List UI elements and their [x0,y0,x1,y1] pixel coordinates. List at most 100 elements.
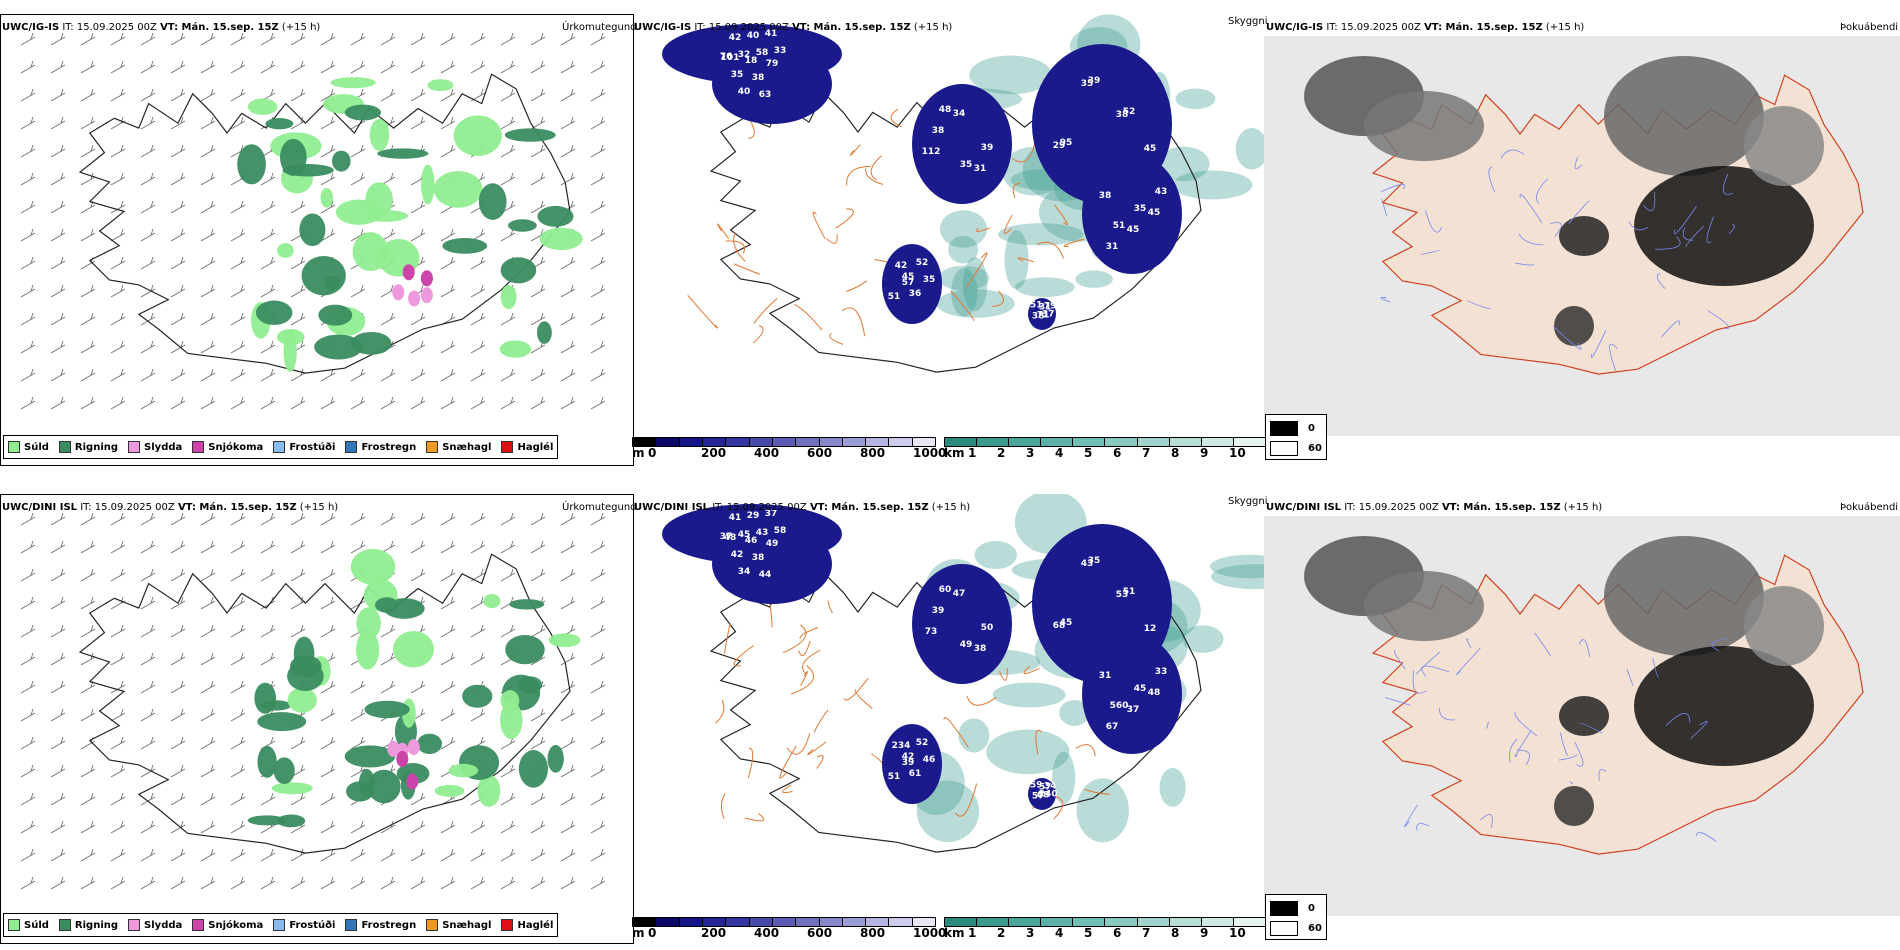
cloudbase-value-label: 57 [1032,791,1045,801]
wind-barb [170,368,186,382]
wind-barb [170,340,186,354]
wind-barb [50,60,66,74]
precip-area [299,213,326,247]
precip-area [367,769,401,804]
road-line [827,600,833,614]
wind-barb [140,312,156,326]
wind-barb [200,708,216,722]
cloudbase-value-label: 38 [752,553,765,563]
legend-label: Slydda [144,919,183,931]
road-line [950,290,975,321]
road-line [1035,729,1042,755]
wind-barb [20,88,36,102]
cloudbase-area [1028,778,1056,810]
wind-barb [170,680,186,694]
wind-barb [380,512,396,526]
wind-barb [530,848,546,862]
wind-barb [470,312,486,326]
wind-barb [560,736,576,750]
wind-barb [50,624,66,638]
cloudbase-value-label: 53 [1116,590,1129,600]
colorbar-segment [1041,918,1074,926]
colorbar-tick-label: 9 [1200,446,1209,460]
wind-barb [110,652,126,666]
wind-barb [530,32,546,46]
colorbar-tick-label: 7 [1142,446,1151,460]
wind-barb [140,540,156,554]
colorbar-tick-label: 7 [1142,926,1151,940]
precip-area [356,629,380,670]
precip-area [287,687,317,713]
wind-barb [590,340,606,354]
wind-barb [320,200,336,214]
wind-barb [140,820,156,834]
wind-barb [500,312,516,326]
wind-barb [200,876,216,890]
road-line [943,717,969,748]
wind-barb [200,624,216,638]
cloudbase-value-label: 95 [1060,138,1073,148]
wind-barb [140,736,156,750]
colorbar-segment [912,438,936,446]
colorbar-tick-label: 200 [701,446,727,460]
wind-barb [350,848,366,862]
wind-barb [290,540,306,554]
visibility-area [939,210,988,248]
wind-barb [50,368,66,382]
river-line [1380,184,1406,193]
river-line [1420,249,1441,255]
cloudbase-value-label: 47 [953,589,966,599]
road-line [747,747,754,778]
panel-title-cloud-row2: UWC/DINI ISL IT: 15.09.2025 00Z VT: Mán.… [634,502,971,513]
cloudbase-value-label: 61 [909,769,922,779]
cloudbase-area [882,724,942,804]
colorbar-segment [1233,438,1265,446]
road-line [870,155,882,181]
legend-swatch [273,919,286,931]
wind-barb [230,652,246,666]
wind-barb [380,32,396,46]
road-line [1054,204,1068,226]
legend-label: Slydda [144,441,183,453]
river-line [1550,222,1562,237]
road-line [800,670,808,686]
wind-barb [170,540,186,554]
wind-barb [110,820,126,834]
wind-barb [50,708,66,722]
wind-barb [230,200,246,214]
wind-barb [350,512,366,526]
colorbar-segment [633,918,657,926]
precip-area [393,631,435,668]
legend-label: Snjókoma [208,441,264,453]
wind-barb [440,32,456,46]
river-line [1574,741,1584,767]
cloudbase-value-label: 240 [1039,789,1058,799]
cloudbase-value-label: 37 [1042,309,1055,319]
wind-barb [410,820,426,834]
road-line [846,280,868,292]
colorbar-tick-label: 0 [648,926,657,940]
wind-barb [50,340,66,354]
wind-barb [50,876,66,890]
cloudbase-value-label: 43 [1155,187,1168,197]
wind-barb [260,624,276,638]
precip-label-row1: Úrkomutegund [562,22,637,33]
wind-barb [20,200,36,214]
legend-item: Snæhagl [426,919,491,931]
river-line [1652,658,1659,678]
river-line [1706,216,1714,243]
cloudbase-value-label: 45 [738,530,751,540]
cloudbase-value-label: 31 [1106,242,1119,252]
legend-label: Snjókoma [208,919,264,931]
precip-area-snow [387,740,400,757]
wind-barb [140,60,156,74]
wind-barb [560,652,576,666]
cloudbase-value-label: 36 [909,289,922,299]
wind-barb [50,144,66,158]
legend-label: Rigning [74,441,119,453]
colorbar-segment [945,918,978,926]
colorbar-segment [702,918,727,926]
fog-map-row2 [1264,516,1900,916]
road-line [841,307,866,337]
cloudbase-value-label: 31 [1099,671,1112,681]
